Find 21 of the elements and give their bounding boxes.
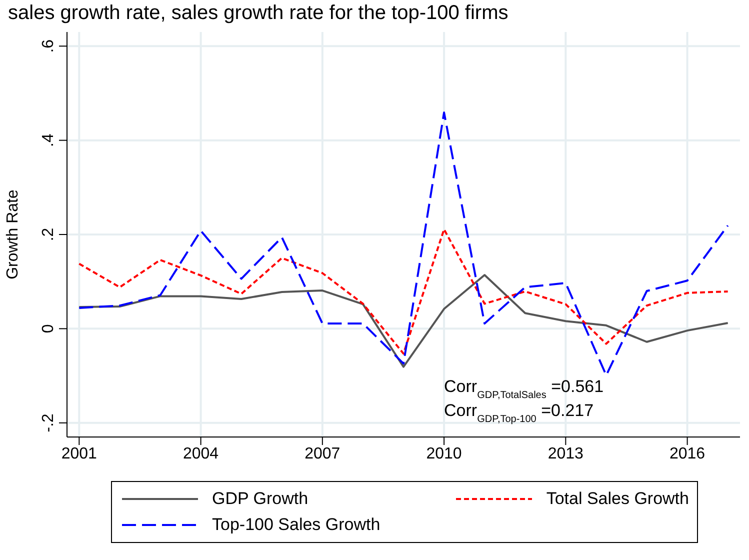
x-tick-label: 2001 [61, 445, 98, 462]
y-tick-label: -.2 [40, 413, 57, 432]
y-tick-label: 0 [40, 324, 57, 334]
line-series [78, 274, 729, 368]
y-axis-title: Growth Rate [4, 189, 22, 280]
x-tick-label: 2010 [426, 445, 462, 462]
annotation: Corr$_{GDP,TotalSales}$ =0.561 [444, 377, 604, 400]
y-tick-label: .6 [40, 39, 57, 53]
x-tick-label: 2016 [670, 445, 706, 462]
annotation: Corr$_{GDP,Top-100}$ =0.217 [444, 401, 594, 424]
x-tick-label: 2004 [182, 445, 219, 462]
legend-label: GDP Growth [212, 489, 308, 509]
line-series [78, 228, 729, 355]
chart-title: sales growth rate, sales growth rate for the top-100 firms [8, 2, 508, 25]
legend-label: Top-100 Sales Growth [212, 515, 380, 535]
x-tick-label: 2007 [304, 445, 340, 462]
legend-label: Total Sales Growth [546, 489, 689, 509]
line-series [78, 112, 729, 376]
x-tick-label: 2013 [548, 445, 584, 462]
y-tick-label: .2 [40, 228, 57, 242]
y-tick-label: .4 [40, 134, 57, 147]
